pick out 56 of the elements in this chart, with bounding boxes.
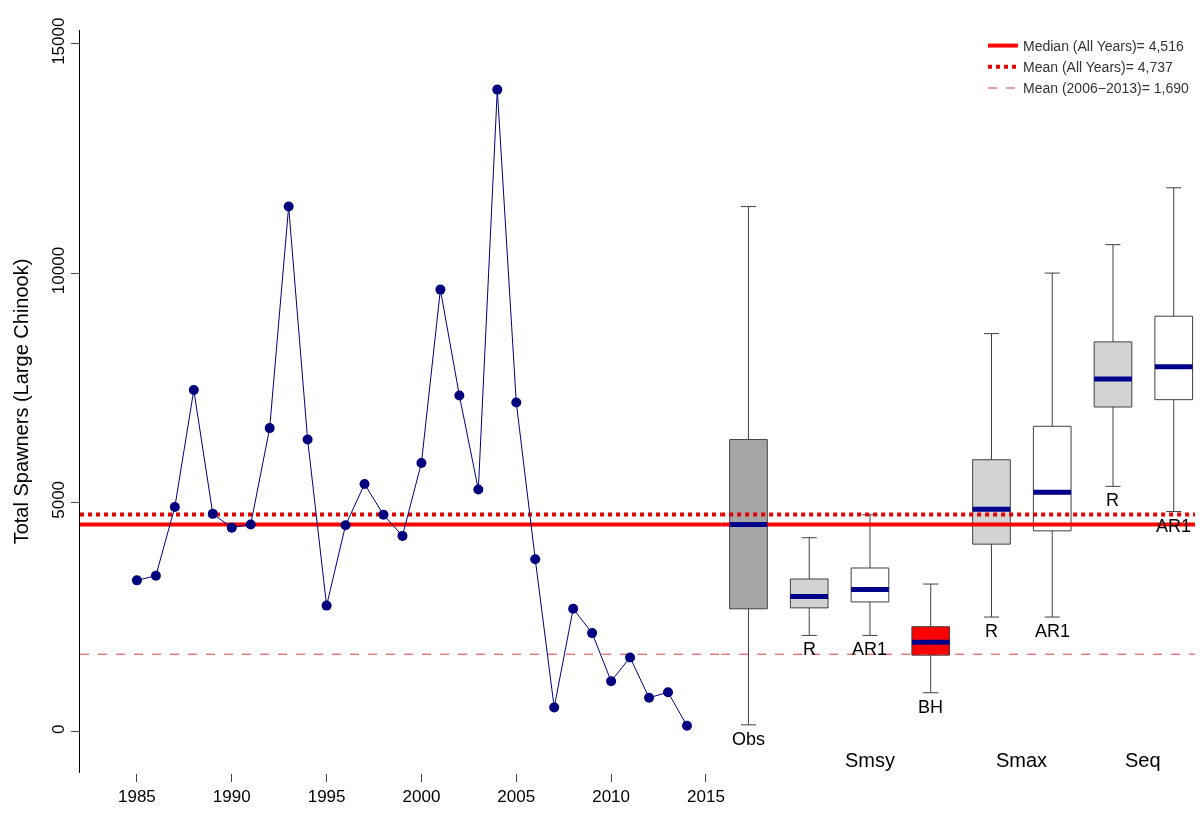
point [397,530,408,541]
x-tick-label: Obs [732,729,766,749]
x-tick-label: 2000 [402,787,441,807]
point [207,508,218,519]
point [549,702,560,713]
y-tick-label: 5000 [49,480,69,519]
y-axis-title: Total Spawners (Large Chinook) [9,258,32,545]
point [188,385,199,396]
point [226,522,237,533]
x-tick-label: R [803,639,816,659]
point [264,423,275,434]
point [568,603,579,614]
point [435,284,446,295]
x-tick-label: 1995 [307,787,346,807]
text: Smax [996,749,1048,771]
legend-label: Mean (All Years)= 4,737 [1023,59,1174,76]
point [473,484,484,495]
point [492,84,503,95]
point [606,676,617,687]
x-tick-label: 2010 [592,787,631,807]
y-tick-label: 10000 [49,246,69,295]
point [321,600,332,611]
point [644,692,655,703]
x-tick-label: AR1 [1035,621,1071,641]
legend-label: Mean (2006−2013)= 1,690 [1023,80,1190,97]
point [681,720,692,731]
point [625,652,636,663]
text: Seq [1125,749,1161,771]
x-tick-label: AR1 [852,639,888,659]
point [245,519,256,530]
point [511,397,522,408]
y-tick-label: 15000 [49,17,69,65]
x-tick-label: R [1106,490,1119,510]
point [416,457,427,468]
point [359,479,370,490]
x-tick-label: 1990 [212,787,251,807]
point [131,575,142,586]
point [283,201,294,212]
text: Smsy [845,749,895,771]
y-tick-label: 0 [49,724,69,734]
x-tick-label: 2005 [497,787,536,807]
point [454,390,465,401]
x-tick-label: BH [918,697,944,717]
x-tick-label: AR1 [1156,516,1192,536]
point [530,554,541,565]
point [150,570,161,581]
point [587,628,598,639]
point [302,434,313,445]
x-tick-label: 1985 [117,787,156,807]
legend-label: Median (All Years)= 4,516 [1023,38,1184,55]
point [169,501,180,512]
point [378,509,389,520]
point [340,520,351,531]
point [663,687,674,698]
x-tick-label: 2015 [687,787,725,807]
x-tick-label: R [985,621,998,641]
